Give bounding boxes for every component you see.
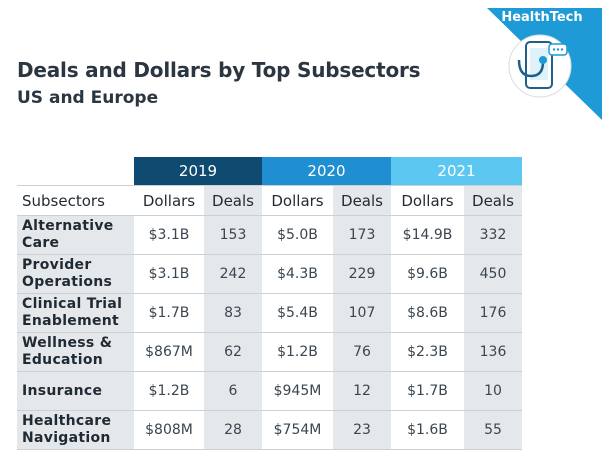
cell-deals: 153 — [204, 215, 262, 255]
chart-subtitle: US and Europe — [17, 88, 159, 108]
cell-deals: 450 — [464, 254, 522, 294]
cell-deals: 10 — [464, 371, 522, 411]
column-header-subsectors: Subsectors — [17, 185, 134, 216]
cell-dollars: $3.1B — [134, 215, 204, 255]
row-label: Wellness & Education — [17, 332, 134, 372]
column-header-row: Subsectors Dollars Deals Dollars Deals D… — [17, 185, 522, 216]
cell-dollars: $1.6B — [391, 410, 464, 450]
year-header-2020: 2020 — [262, 157, 391, 186]
cell-deals: 83 — [204, 293, 262, 333]
cell-deals: 136 — [464, 332, 522, 372]
row-label: Alternative Care — [17, 215, 134, 255]
chart-title: Deals and Dollars by Top Subsectors — [17, 58, 421, 82]
cell-dollars: $3.1B — [134, 254, 204, 294]
cell-dollars: $9.6B — [391, 254, 464, 294]
table-row: Alternative Care $3.1B 153 $5.0B 173 $14… — [17, 215, 522, 255]
cell-deals: 229 — [333, 254, 391, 294]
row-label: Provider Operations — [17, 254, 134, 294]
cell-dollars: $808M — [134, 410, 204, 450]
cell-dollars: $5.0B — [262, 215, 333, 255]
table-row: Wellness & Education $867M 62 $1.2B 76 $… — [17, 332, 522, 372]
cell-dollars: $754M — [262, 410, 333, 450]
cell-dollars: $5.4B — [262, 293, 333, 333]
table-row: Clinical Trial Enablement $1.7B 83 $5.4B… — [17, 293, 522, 333]
cell-deals: 242 — [204, 254, 262, 294]
year-header-2019: 2019 — [134, 157, 262, 186]
table-row: Insurance $1.2B 6 $945M 12 $1.7B 10 — [17, 371, 522, 411]
cell-dollars: $1.7B — [134, 293, 204, 333]
column-header-deals: Deals — [333, 185, 391, 216]
year-header-2021: 2021 — [391, 157, 522, 186]
table-row: Healthcare Navigation $808M 28 $754M 23 … — [17, 410, 522, 450]
table-row: Provider Operations $3.1B 242 $4.3B 229 … — [17, 254, 522, 294]
cell-deals: 6 — [204, 371, 262, 411]
cell-dollars: $1.7B — [391, 371, 464, 411]
cell-deals: 23 — [333, 410, 391, 450]
icon-badge — [508, 34, 572, 98]
year-header-blank — [17, 157, 134, 186]
cell-deals: 107 — [333, 293, 391, 333]
stethoscope-phone-icon — [517, 41, 568, 89]
cell-dollars: $945M — [262, 371, 333, 411]
cell-dollars: $14.9B — [391, 215, 464, 255]
cell-deals: 173 — [333, 215, 391, 255]
cell-deals: 76 — [333, 332, 391, 372]
row-label: Healthcare Navigation — [17, 410, 134, 450]
cell-dollars: $867M — [134, 332, 204, 372]
column-header-dollars: Dollars — [134, 185, 204, 216]
cell-deals: 12 — [333, 371, 391, 411]
row-label: Clinical Trial Enablement — [17, 293, 134, 333]
year-header-row: 2019 2020 2021 — [17, 157, 522, 186]
cell-deals: 28 — [204, 410, 262, 450]
cell-deals: 62 — [204, 332, 262, 372]
cell-dollars: $2.3B — [391, 332, 464, 372]
column-header-deals: Deals — [204, 185, 262, 216]
column-header-deals: Deals — [464, 185, 522, 216]
subsector-table: 2019 2020 2021 Subsectors Dollars Deals … — [17, 157, 522, 450]
cell-deals: 176 — [464, 293, 522, 333]
cell-deals: 332 — [464, 215, 522, 255]
row-label: Insurance — [17, 371, 134, 411]
brand-label: HealthTech — [501, 10, 583, 25]
column-header-dollars: Dollars — [391, 185, 464, 216]
cell-dollars: $1.2B — [262, 332, 333, 372]
column-header-dollars: Dollars — [262, 185, 333, 216]
cell-deals: 55 — [464, 410, 522, 450]
cell-dollars: $4.3B — [262, 254, 333, 294]
cell-dollars: $1.2B — [134, 371, 204, 411]
cell-dollars: $8.6B — [391, 293, 464, 333]
